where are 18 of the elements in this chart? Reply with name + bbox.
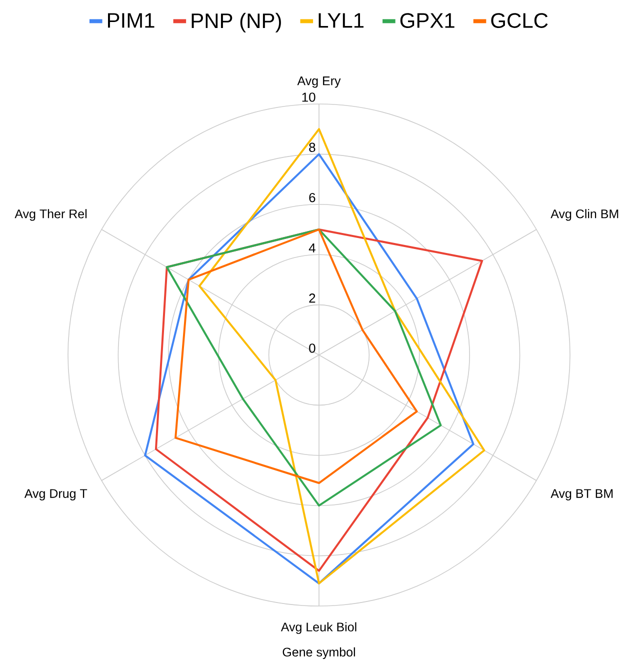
y-tick-label: 6 <box>309 192 316 202</box>
spoke-label: Avg Drug T <box>24 489 88 500</box>
text: Gene symbol <box>282 647 355 659</box>
y-tick-label: 0 <box>309 344 316 353</box>
legend-label: GCLC <box>491 13 548 28</box>
legend-label: GPX1 <box>400 13 454 28</box>
y-tick-label: 10 <box>302 92 316 102</box>
legend-label: LYL1 <box>318 13 364 28</box>
y-tick-label: 2 <box>309 294 316 303</box>
spoke-label: Avg Ther Rel <box>14 209 87 221</box>
spoke-label: Avg BT BM <box>550 489 613 500</box>
legend-label: PIM1 <box>108 13 154 28</box>
y-tick-label: 8 <box>309 142 316 152</box>
legend-label: PNP (NP) <box>192 12 281 32</box>
y-tick-label: 4 <box>308 243 316 252</box>
spoke-label: Avg Leuk Biol <box>280 622 356 634</box>
spoke-label: Avg Clin BM <box>550 209 618 221</box>
spoke-label: Avg Ery <box>297 76 341 88</box>
